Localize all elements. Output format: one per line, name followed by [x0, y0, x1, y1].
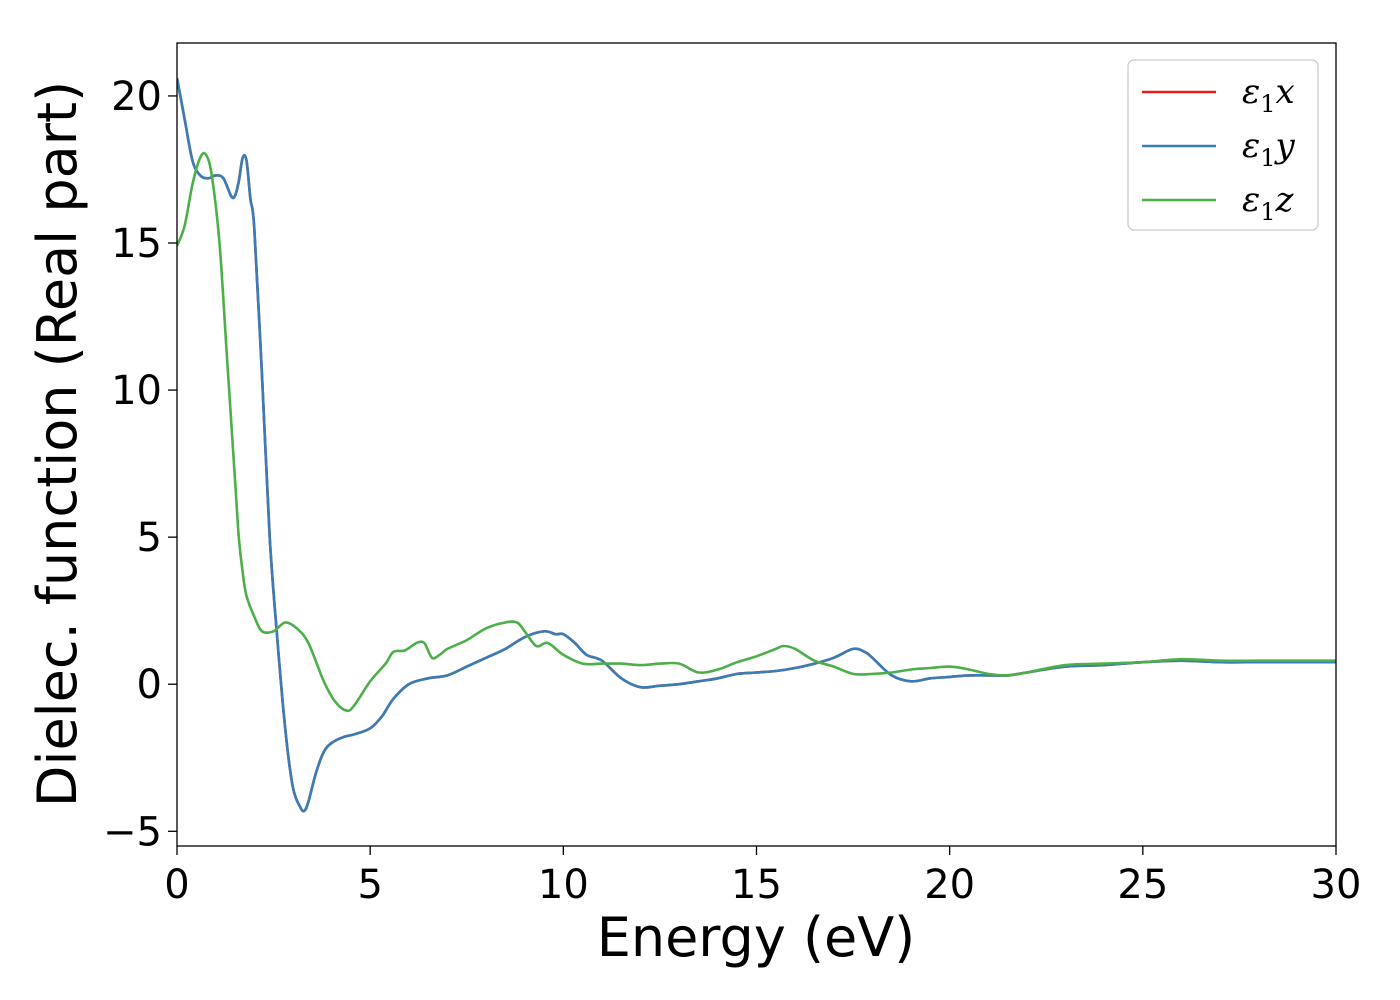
- x-tick-label-2: 10: [538, 862, 589, 908]
- x-tick-label-1: 5: [357, 862, 382, 908]
- legend-label-z: ε1z: [1242, 180, 1295, 226]
- y-tick-label-5: 20: [111, 74, 162, 120]
- series-layer: [177, 78, 1336, 813]
- y-tick-label-4: 15: [111, 221, 162, 267]
- y-tick-label-3: 10: [111, 368, 162, 414]
- y-tick-label-2: 5: [137, 515, 162, 561]
- x-tick-label-5: 25: [1117, 862, 1168, 908]
- legend-label-x: ε1x: [1242, 72, 1295, 118]
- x-tick-label-6: 30: [1311, 862, 1362, 908]
- x-tick-label-0: 0: [164, 862, 189, 908]
- series-line-y: [177, 78, 1336, 813]
- legend-box: [1127, 59, 1319, 231]
- x-tick-label-3: 15: [731, 862, 782, 908]
- x-axis-label: Energy (eV): [597, 906, 916, 969]
- legend: ε1x ε1y ε1z: [1127, 59, 1319, 231]
- y-axis-label: Dielec. function (Real part): [26, 81, 89, 807]
- y-tick-label-1: 0: [137, 662, 162, 708]
- series-line-z: [177, 151, 1336, 713]
- y-tick-label-0: −5: [103, 809, 162, 855]
- legend-label-y: ε1y: [1242, 126, 1296, 172]
- x-tick-label-4: 20: [924, 862, 975, 908]
